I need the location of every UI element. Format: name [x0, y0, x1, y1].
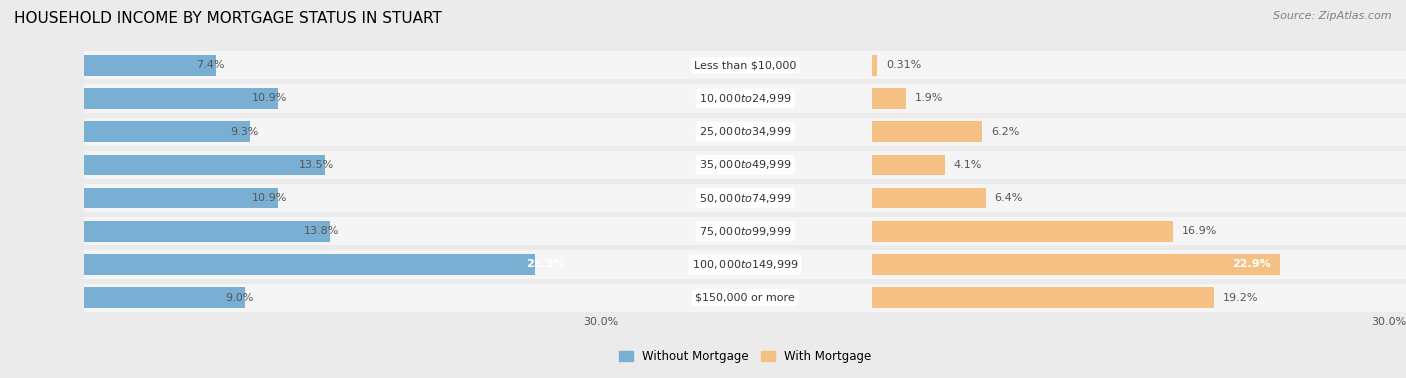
Text: HOUSEHOLD INCOME BY MORTGAGE STATUS IN STUART: HOUSEHOLD INCOME BY MORTGAGE STATUS IN S… [14, 11, 441, 26]
Text: 30.0%: 30.0% [1371, 317, 1406, 327]
Text: 4.1%: 4.1% [953, 160, 981, 170]
Bar [872, 287, 1213, 308]
Bar [619, 217, 872, 245]
Text: 13.8%: 13.8% [304, 226, 339, 236]
Text: $10,000 to $24,999: $10,000 to $24,999 [699, 92, 792, 105]
Bar [619, 84, 872, 113]
Bar [84, 287, 245, 308]
Text: 7.4%: 7.4% [197, 60, 225, 70]
Bar [872, 284, 1406, 312]
Bar [84, 250, 619, 279]
Bar [619, 284, 872, 312]
Bar [84, 155, 325, 175]
Text: $150,000 or more: $150,000 or more [696, 293, 794, 303]
Text: 22.9%: 22.9% [1232, 259, 1271, 270]
Bar [84, 84, 619, 113]
Bar [872, 188, 986, 208]
Bar [872, 118, 1406, 146]
Bar [84, 254, 534, 275]
Bar [872, 184, 1406, 212]
Text: 13.5%: 13.5% [298, 160, 333, 170]
Text: 9.0%: 9.0% [225, 293, 253, 303]
Bar [84, 217, 619, 245]
Text: 16.9%: 16.9% [1181, 226, 1218, 236]
Text: $100,000 to $149,999: $100,000 to $149,999 [692, 258, 799, 271]
Bar [872, 217, 1406, 245]
Bar [872, 221, 1173, 242]
Text: $25,000 to $34,999: $25,000 to $34,999 [699, 125, 792, 138]
Bar [872, 151, 1406, 179]
Bar [84, 51, 619, 79]
Bar [84, 151, 619, 179]
Bar [84, 88, 278, 109]
Bar [84, 118, 619, 146]
Bar [619, 51, 872, 79]
Legend: Without Mortgage, With Mortgage: Without Mortgage, With Mortgage [614, 345, 876, 368]
Text: 6.2%: 6.2% [991, 127, 1019, 137]
Bar [619, 250, 872, 279]
Text: 9.3%: 9.3% [231, 127, 259, 137]
Text: Source: ZipAtlas.com: Source: ZipAtlas.com [1274, 11, 1392, 21]
Bar [872, 51, 1406, 79]
Bar [84, 221, 330, 242]
Text: Less than $10,000: Less than $10,000 [695, 60, 796, 70]
Bar [619, 118, 872, 146]
Bar [872, 121, 983, 142]
Bar [84, 188, 278, 208]
Text: $35,000 to $49,999: $35,000 to $49,999 [699, 158, 792, 171]
Text: $50,000 to $74,999: $50,000 to $74,999 [699, 192, 792, 204]
Bar [84, 55, 217, 76]
Bar [872, 254, 1279, 275]
Text: $75,000 to $99,999: $75,000 to $99,999 [699, 225, 792, 238]
Text: 10.9%: 10.9% [252, 193, 287, 203]
Text: 1.9%: 1.9% [914, 93, 943, 104]
Text: 0.31%: 0.31% [886, 60, 921, 70]
Bar [84, 184, 619, 212]
Bar [872, 55, 877, 76]
Bar [84, 284, 619, 312]
Text: 6.4%: 6.4% [994, 193, 1024, 203]
Text: 10.9%: 10.9% [252, 93, 287, 104]
Bar [619, 184, 872, 212]
Bar [872, 84, 1406, 113]
Text: 19.2%: 19.2% [1223, 293, 1258, 303]
Text: 25.3%: 25.3% [526, 259, 564, 270]
Bar [872, 155, 945, 175]
Text: 30.0%: 30.0% [583, 317, 619, 327]
Bar [872, 88, 905, 109]
Bar [84, 121, 250, 142]
Bar [872, 250, 1406, 279]
Bar [619, 151, 872, 179]
